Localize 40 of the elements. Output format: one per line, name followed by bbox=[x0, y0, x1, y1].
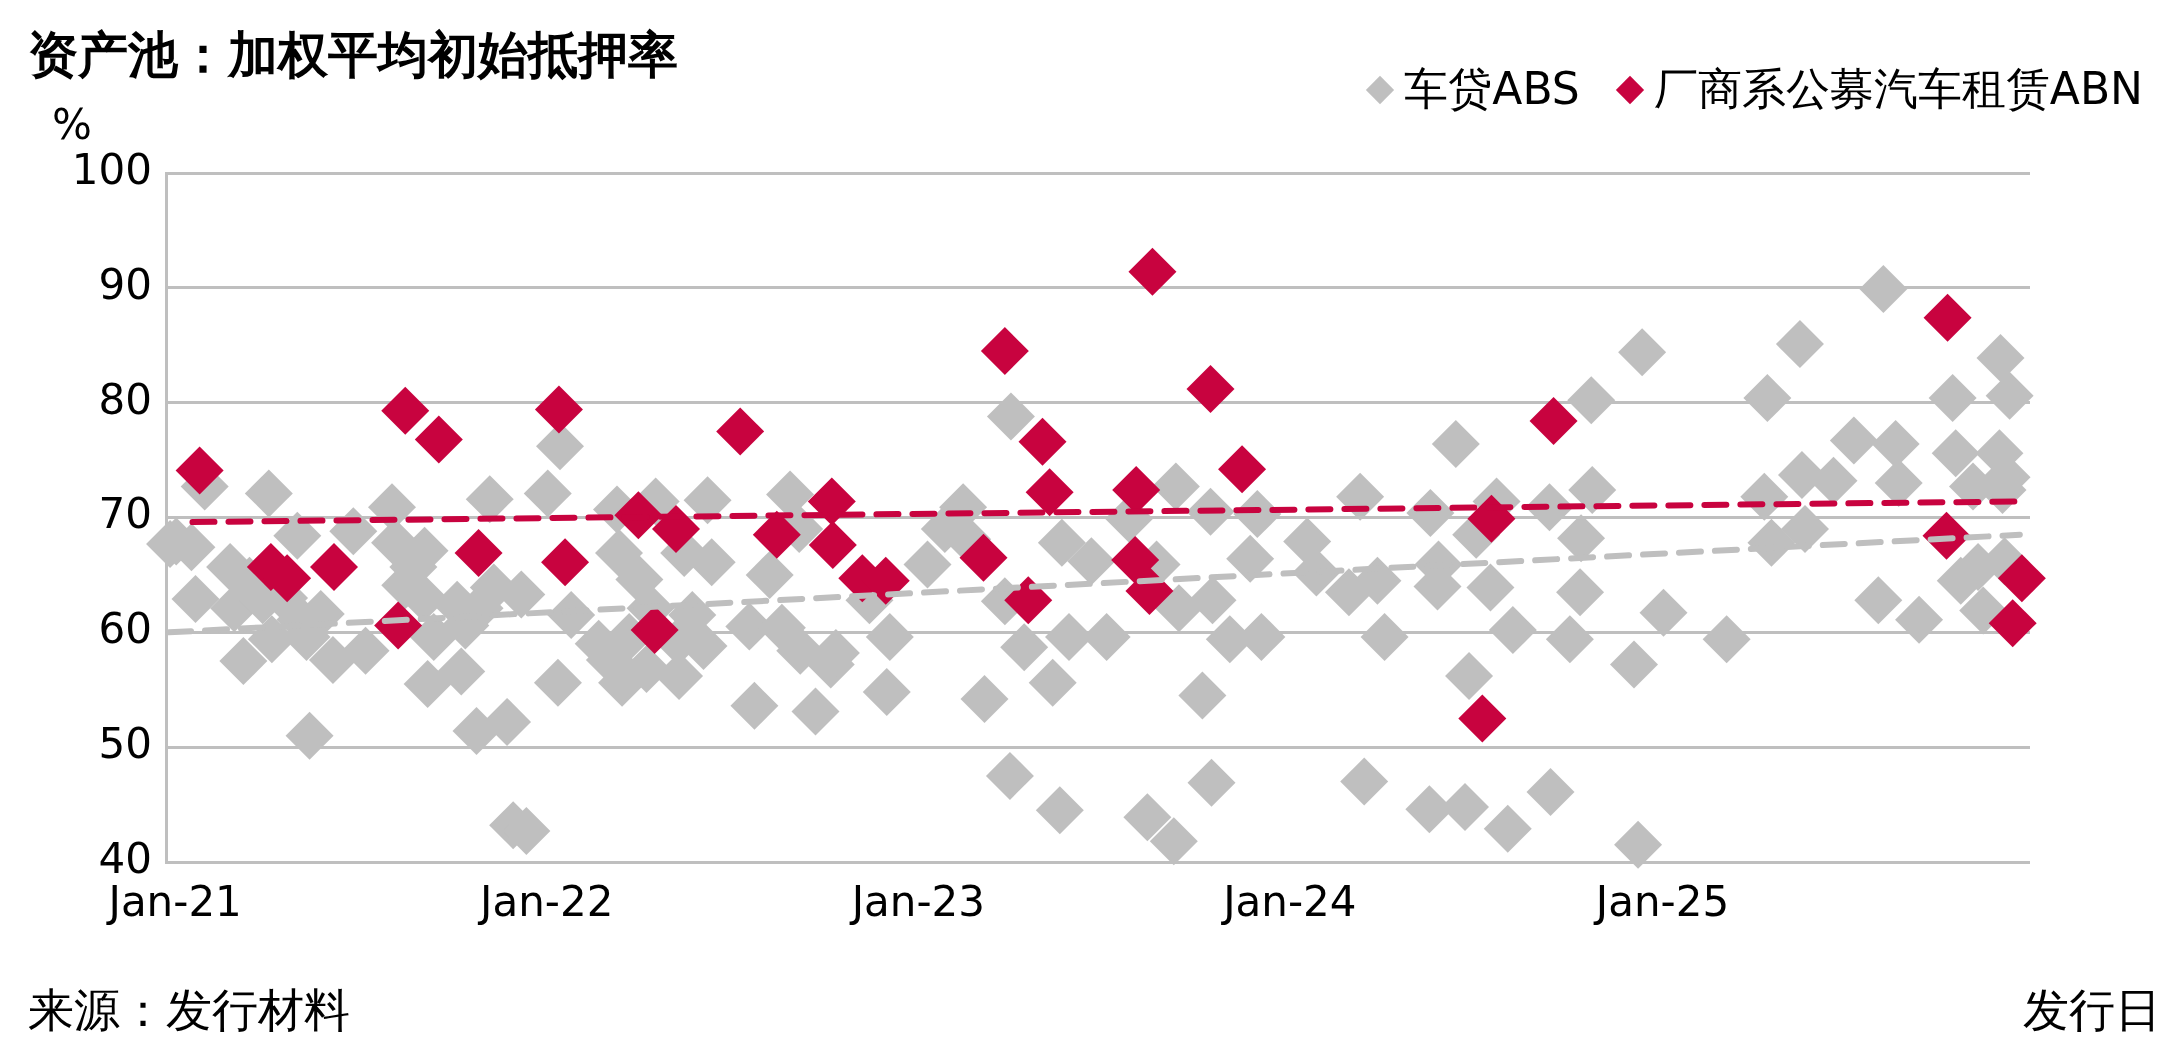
point bbox=[1004, 576, 1053, 625]
x-axis-title: 发行日 bbox=[2023, 982, 2161, 1039]
source-note: 来源：发行材料 bbox=[28, 982, 350, 1039]
point bbox=[534, 385, 583, 434]
point bbox=[808, 521, 857, 570]
chart-title: 资产池：加权平均初始抵押率 bbox=[28, 25, 678, 86]
point bbox=[980, 326, 1029, 375]
point bbox=[1467, 494, 1516, 543]
point bbox=[752, 510, 801, 559]
x-tick-label: Jan-23 bbox=[848, 877, 985, 927]
point bbox=[1218, 445, 1267, 494]
legend-label: 车贷ABS bbox=[1404, 62, 1580, 116]
point bbox=[1018, 417, 1067, 466]
x-tick-label: Jan-24 bbox=[1220, 877, 1357, 927]
y-tick-label: 70 bbox=[98, 489, 152, 539]
point bbox=[1529, 397, 1578, 446]
point bbox=[309, 542, 358, 591]
x-tick-label: Jan-22 bbox=[477, 877, 614, 927]
y-tick-label: 50 bbox=[98, 719, 152, 769]
point bbox=[541, 538, 590, 587]
point bbox=[381, 386, 430, 435]
y-tick-label: 80 bbox=[98, 374, 152, 424]
point bbox=[1988, 599, 2037, 648]
point bbox=[1111, 535, 1160, 584]
point bbox=[716, 407, 765, 456]
point bbox=[175, 446, 224, 495]
point bbox=[1923, 293, 1972, 342]
legend-label: 厂商系公募汽车租赁ABN bbox=[1653, 62, 2143, 116]
y-tick-label: 60 bbox=[98, 604, 152, 654]
point bbox=[1997, 554, 2046, 603]
point bbox=[1025, 468, 1074, 517]
x-tick-label: Jan-25 bbox=[1592, 877, 1730, 927]
y-tick-label: 90 bbox=[98, 259, 152, 309]
point bbox=[807, 477, 856, 526]
point bbox=[414, 415, 463, 464]
point bbox=[959, 533, 1008, 582]
point bbox=[1128, 247, 1177, 296]
point bbox=[454, 529, 503, 578]
point bbox=[1186, 364, 1235, 413]
point bbox=[1458, 694, 1507, 743]
